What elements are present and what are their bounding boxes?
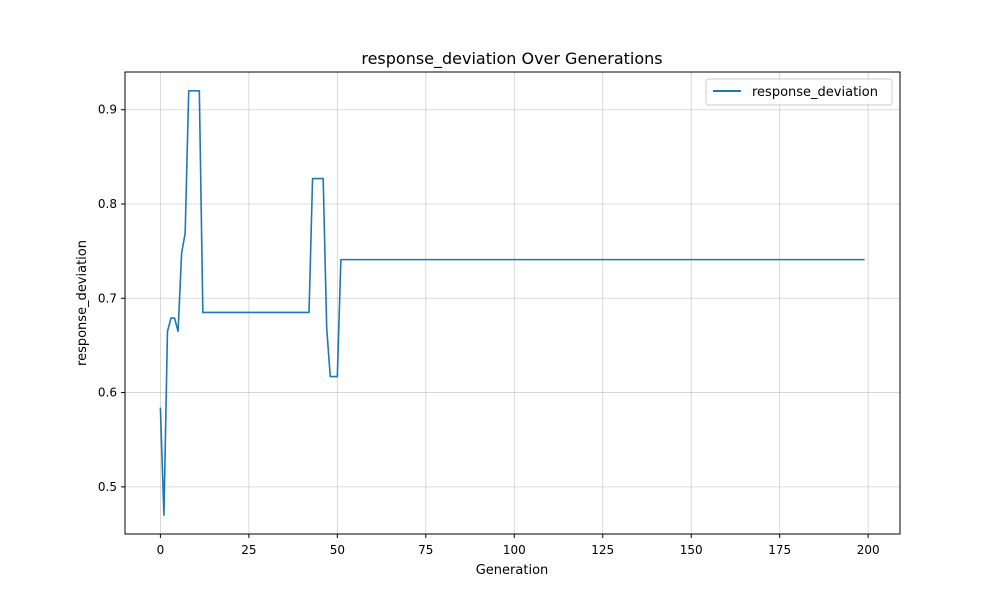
- x-tick-label: 150: [680, 543, 703, 557]
- x-tick-label: 125: [591, 543, 614, 557]
- x-tick-label: 75: [418, 543, 433, 557]
- series-line-response-deviation: [159, 90, 865, 516]
- y-axis-ticks: 0.5 0.6 0.7 0.8 0.9: [98, 103, 125, 494]
- x-axis-label: Generation: [476, 563, 549, 578]
- chart-title: response_deviation Over Generations: [361, 49, 662, 69]
- y-tick-label: 0.6: [98, 386, 117, 400]
- x-tick-label: 50: [330, 543, 345, 557]
- grid-lines: [125, 72, 900, 534]
- series-layer: [159, 90, 865, 516]
- y-tick-label: 0.8: [98, 197, 117, 211]
- x-tick-label: 25: [241, 543, 256, 557]
- plot-area-frame: [124, 71, 901, 535]
- x-tick-label: 200: [857, 543, 880, 557]
- x-tick-label: 100: [503, 543, 526, 557]
- y-tick-label: 0.5: [98, 480, 117, 494]
- legend-label: response_deviation: [752, 85, 878, 100]
- legend-box: [705, 78, 893, 106]
- y-axis-label: response_deviation: [75, 240, 90, 366]
- x-tick-label: 175: [768, 543, 791, 557]
- y-tick-label: 0.9: [98, 103, 117, 117]
- x-tick-label: 0: [157, 543, 165, 557]
- legend: response_deviation: [705, 78, 893, 106]
- y-tick-label: 0.7: [98, 291, 117, 305]
- x-axis-ticks: 0 25 50 75 100 125 150 175 200: [157, 534, 880, 557]
